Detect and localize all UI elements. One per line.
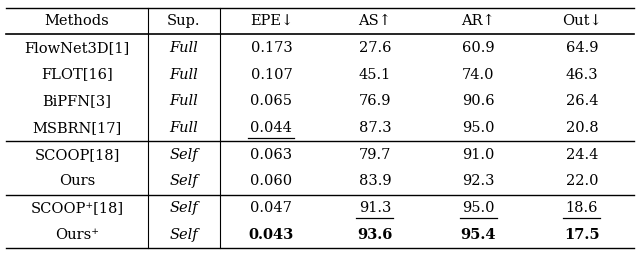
Text: 92.3: 92.3 bbox=[462, 175, 495, 188]
Text: 93.6: 93.6 bbox=[357, 228, 392, 242]
Text: 0.060: 0.060 bbox=[250, 175, 292, 188]
Text: Self: Self bbox=[169, 175, 198, 188]
Text: 95.4: 95.4 bbox=[461, 228, 496, 242]
Text: 91.0: 91.0 bbox=[462, 148, 495, 162]
Text: 26.4: 26.4 bbox=[566, 94, 598, 108]
Text: 64.9: 64.9 bbox=[566, 41, 598, 55]
Text: Self: Self bbox=[169, 228, 198, 242]
Text: 45.1: 45.1 bbox=[359, 68, 391, 81]
Text: Full: Full bbox=[169, 68, 198, 81]
Text: 18.6: 18.6 bbox=[566, 201, 598, 215]
Text: Self: Self bbox=[169, 148, 198, 162]
Text: 0.173: 0.173 bbox=[250, 41, 292, 55]
Text: 87.3: 87.3 bbox=[358, 121, 391, 135]
Text: 0.043: 0.043 bbox=[249, 228, 294, 242]
Text: MSBRN[17]: MSBRN[17] bbox=[33, 121, 122, 135]
Text: 27.6: 27.6 bbox=[358, 41, 391, 55]
Text: 60.9: 60.9 bbox=[462, 41, 495, 55]
Text: SCOOP[18]: SCOOP[18] bbox=[35, 148, 120, 162]
Text: 0.107: 0.107 bbox=[250, 68, 292, 81]
Text: Full: Full bbox=[169, 121, 198, 135]
Text: 90.6: 90.6 bbox=[462, 94, 495, 108]
Text: SCOOP⁺[18]: SCOOP⁺[18] bbox=[30, 201, 124, 215]
Text: AR↑: AR↑ bbox=[461, 14, 495, 28]
Text: FLOT[16]: FLOT[16] bbox=[41, 68, 113, 81]
Text: 17.5: 17.5 bbox=[564, 228, 600, 242]
Text: 0.047: 0.047 bbox=[250, 201, 292, 215]
Text: 95.0: 95.0 bbox=[462, 121, 495, 135]
Text: Methods: Methods bbox=[45, 14, 109, 28]
Text: AS↑: AS↑ bbox=[358, 14, 392, 28]
Text: 91.3: 91.3 bbox=[358, 201, 391, 215]
Text: 24.4: 24.4 bbox=[566, 148, 598, 162]
Text: Full: Full bbox=[169, 41, 198, 55]
Text: 79.7: 79.7 bbox=[358, 148, 391, 162]
Text: 76.9: 76.9 bbox=[358, 94, 391, 108]
Text: Ours⁺: Ours⁺ bbox=[55, 228, 99, 242]
Text: 0.044: 0.044 bbox=[250, 121, 292, 135]
Text: FlowNet3D[1]: FlowNet3D[1] bbox=[24, 41, 129, 55]
Text: 20.8: 20.8 bbox=[566, 121, 598, 135]
Text: 46.3: 46.3 bbox=[566, 68, 598, 81]
Text: EPE↓: EPE↓ bbox=[250, 14, 293, 28]
Text: Ours: Ours bbox=[59, 175, 95, 188]
Text: 95.0: 95.0 bbox=[462, 201, 495, 215]
Text: 0.065: 0.065 bbox=[250, 94, 292, 108]
Text: 22.0: 22.0 bbox=[566, 175, 598, 188]
Text: BiPFN[3]: BiPFN[3] bbox=[42, 94, 111, 108]
Text: 83.9: 83.9 bbox=[358, 175, 391, 188]
Text: 74.0: 74.0 bbox=[462, 68, 495, 81]
Text: Full: Full bbox=[169, 94, 198, 108]
Text: 0.063: 0.063 bbox=[250, 148, 292, 162]
Text: Sup.: Sup. bbox=[167, 14, 200, 28]
Text: Out↓: Out↓ bbox=[562, 14, 602, 28]
Text: Self: Self bbox=[169, 201, 198, 215]
